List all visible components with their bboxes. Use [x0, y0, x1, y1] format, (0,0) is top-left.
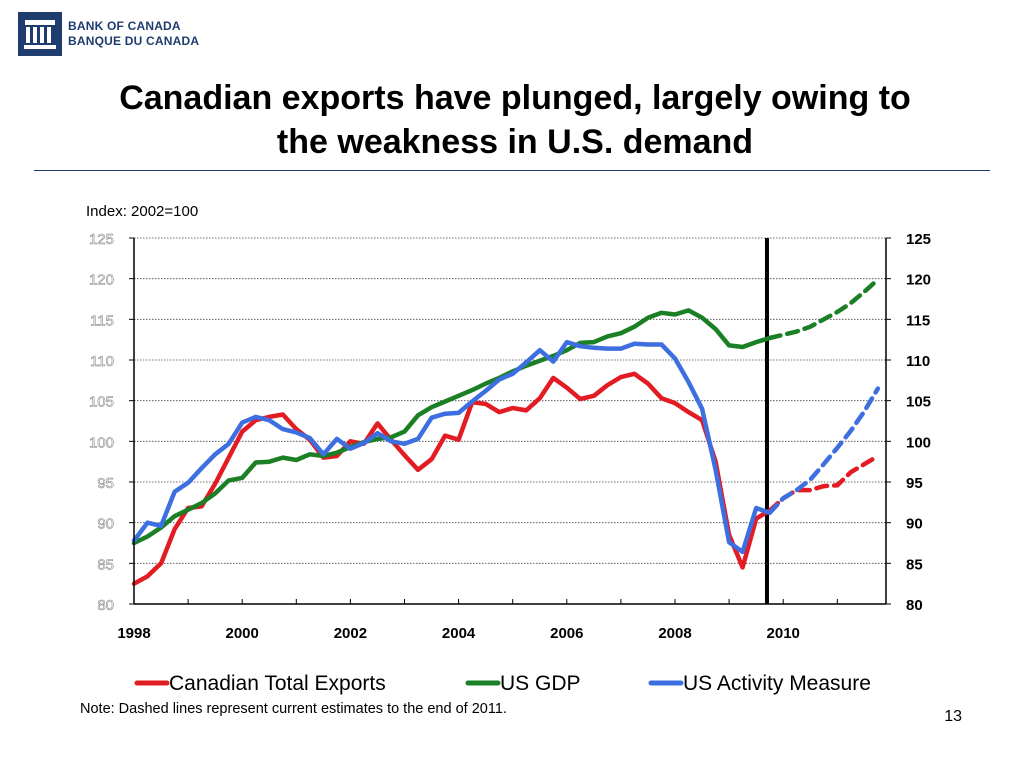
y-tick-label-left: 110 [90, 353, 114, 370]
slide-title: Canadian exports have plunged, largely o… [20, 76, 1010, 164]
series-line-canadian-total-exports [131, 371, 772, 586]
bank-of-canada-logo: BANK OF CANADA BANQUE DU CANADA [18, 12, 199, 56]
slide-title-line-2: the weakness in U.S. demand [276, 123, 754, 161]
x-tick-label: 2008 [658, 625, 691, 642]
y-tick-label-left: 90 [97, 516, 114, 533]
y-tick-label-right: 120 [906, 272, 931, 289]
y-tick-label-right: 100 [906, 434, 931, 451]
y-tick-label-left: 95 [97, 475, 114, 492]
logo-line-french: BANQUE DU CANADA [68, 34, 200, 48]
legend-label-us-gdp: US GDP [500, 672, 581, 695]
legend: Canadian Total Exports US GDP US Activity … [134, 672, 871, 695]
chart-note: Note: Dashed lines represent current est… [80, 701, 507, 717]
bank-building-icon [18, 12, 62, 56]
legend-label-us-activity-measure: US Activity Measure [683, 672, 871, 695]
y-tick-label-left: 115 [90, 312, 114, 329]
y-tick-label-left: 85 [97, 556, 114, 573]
title-divider [34, 170, 990, 171]
x-tick-label: 1998 [117, 625, 150, 642]
x-tick-label: 2004 [442, 625, 476, 642]
y-tick-label-right: 90 [906, 516, 923, 533]
y-tick-label-right: 125 [906, 231, 931, 248]
y-tick-label-right: 115 [906, 312, 930, 329]
series-layer [131, 238, 881, 604]
y-tick-label-left: 80 [97, 597, 114, 614]
gridlines [134, 237, 886, 564]
y-tick-label-left: 125 [89, 231, 114, 248]
slide-number: 13 [944, 708, 962, 725]
series-line-us-activity-measure [131, 339, 772, 555]
series-line-us-gdp [131, 308, 772, 546]
y-tick-label-left: 120 [89, 272, 114, 289]
y-tick-label-left: 105 [89, 394, 114, 411]
axes: 80 80 85 85 90 90 95 95 100 100 105 105 110 110 115 115… [89, 231, 931, 642]
y-tick-label-right: 105 [906, 394, 931, 411]
series-estimate-us-gdp [767, 277, 881, 341]
x-tick-label: 2002 [334, 625, 367, 642]
logo-line-english: BANK OF CANADA [68, 19, 181, 33]
y-tick-label-left: 100 [89, 434, 114, 451]
y-tick-label-right: 110 [906, 353, 930, 370]
y-tick-label-right: 95 [906, 475, 923, 492]
x-tick-label: 2000 [226, 625, 259, 642]
x-tick-label: 2010 [767, 625, 800, 642]
y-tick-label-right: 85 [906, 556, 923, 573]
legend-label-canadian-total-exports: Canadian Total Exports [169, 672, 386, 695]
slide-title-line-1: Canadian exports have plunged, largely o… [119, 79, 911, 117]
series-estimate-us-activity-measure [767, 386, 881, 516]
y-tick-label-right: 80 [906, 597, 923, 614]
x-tick-label: 2006 [550, 625, 583, 642]
index-label: Index: 2002=100 [86, 203, 198, 220]
